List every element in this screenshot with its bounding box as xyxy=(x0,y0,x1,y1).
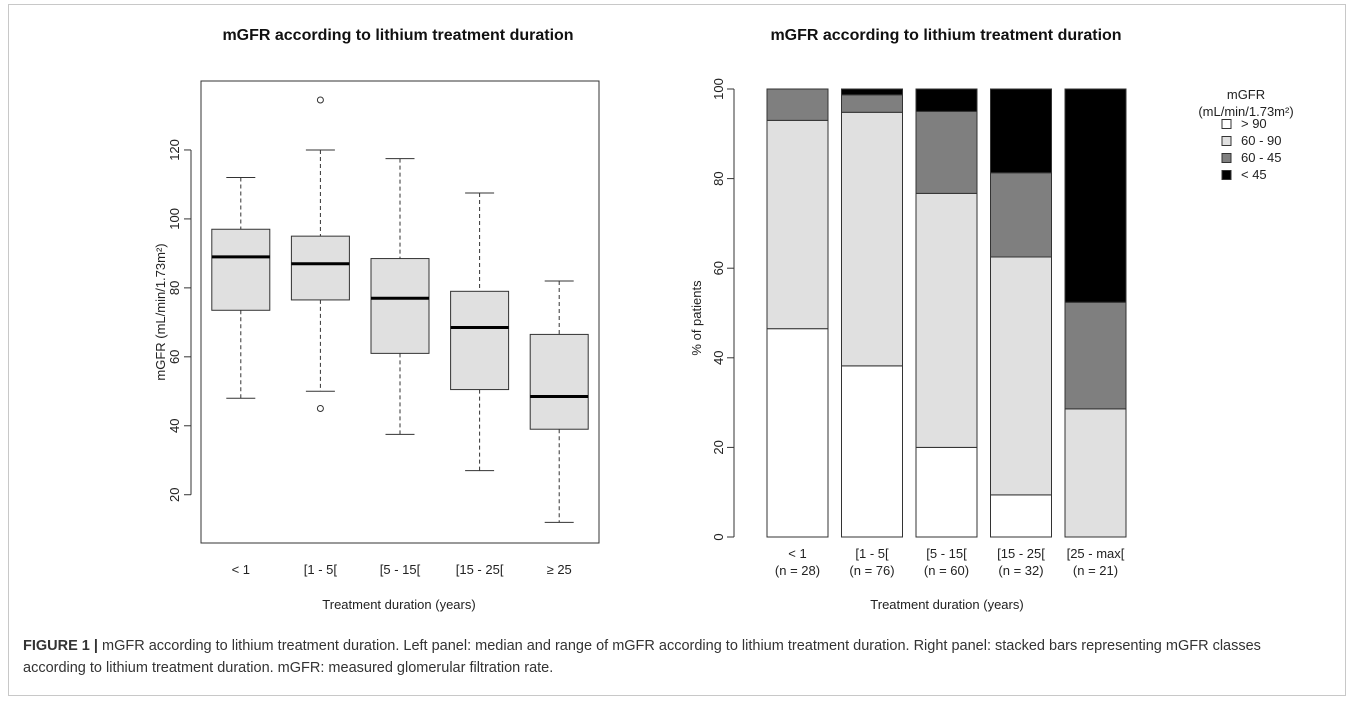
left-x-tick-label: [1 - 5[ xyxy=(304,562,338,577)
right-y-tick-label: 20 xyxy=(711,440,726,454)
right-x-tick-label: [1 - 5[ xyxy=(855,546,889,561)
left-x-tick-label: < 1 xyxy=(232,562,250,577)
left-chart-title: mGFR according to lithium treatment dura… xyxy=(222,27,573,44)
right-y-tick-label: 60 xyxy=(711,261,726,275)
left-boxes xyxy=(211,96,589,523)
box-iqr xyxy=(370,258,430,354)
left-x-tick-label: [15 - 25[ xyxy=(456,562,504,577)
figure-caption: FIGURE 1 | mGFR according to lithium tre… xyxy=(23,635,1323,679)
right-y-tick-label: 40 xyxy=(711,351,726,365)
right-x-tick-label: [5 - 15[ xyxy=(926,546,967,561)
box-outlier xyxy=(316,405,324,413)
legend-swatch xyxy=(1221,170,1232,180)
left-y-tick-label: 60 xyxy=(167,350,182,364)
caption-label: FIGURE 1 | xyxy=(23,638,98,654)
bar-segment xyxy=(1064,301,1127,410)
figure-panel: mGFR according to lithium treatment dura… xyxy=(8,4,1346,696)
right-x-tick-label: [15 - 25[ xyxy=(997,546,1045,561)
right-x-axis-label: Treatment duration (years) xyxy=(870,597,1023,612)
right-x-count-label: (n = 28) xyxy=(775,563,820,578)
left-x-tick-label: [5 - 15[ xyxy=(380,562,421,577)
boxplot-chart: mGFR according to lithium treatment dura… xyxy=(153,27,600,612)
left-y-axis-label: mGFR (mL/min/1.73m²) xyxy=(153,243,168,380)
right-y-axis: 0 20 40 60 80 100 xyxy=(711,78,735,541)
right-x-count-label: (n = 21) xyxy=(1073,563,1118,578)
bar-segment xyxy=(915,192,978,448)
bar-segment xyxy=(766,88,829,121)
left-y-tick-label: 80 xyxy=(167,281,182,295)
left-x-tick-label: ≥ 25 xyxy=(547,562,572,577)
right-legend: mGFR (mL/min/1.73m²) > 90 60 - 90 60 - 45 <… xyxy=(1198,87,1293,182)
bar-segment xyxy=(915,446,978,538)
bar-segment xyxy=(1064,408,1127,538)
right-y-tick-label: 0 xyxy=(711,533,726,540)
legend-title-line2: (mL/min/1.73m²) xyxy=(1198,104,1293,119)
legend-swatch xyxy=(1221,153,1232,163)
bar-segment xyxy=(841,365,903,538)
right-x-count-label: (n = 60) xyxy=(924,563,969,578)
bar-segment xyxy=(1064,88,1127,303)
left-y-tick-label: 100 xyxy=(167,208,182,230)
bar-segment xyxy=(841,111,903,367)
box-iqr xyxy=(450,290,510,391)
box-iqr xyxy=(211,228,271,311)
box-outlier xyxy=(316,96,324,104)
left-x-axis-label: Treatment duration (years) xyxy=(322,597,475,612)
legend-swatch xyxy=(1221,119,1232,129)
left-y-tick-label: 40 xyxy=(167,419,182,433)
bar-segment xyxy=(990,88,1052,174)
left-y-tick-label: 120 xyxy=(167,139,182,161)
figure-charts: mGFR according to lithium treatment dura… xyxy=(153,27,1294,612)
right-chart-title: mGFR according to lithium treatment dura… xyxy=(770,27,1121,44)
bar-segment xyxy=(990,256,1052,496)
right-y-tick-label: 80 xyxy=(711,171,726,185)
right-bars xyxy=(766,88,1127,538)
legend-label: < 45 xyxy=(1241,167,1267,182)
box-iqr xyxy=(290,235,350,301)
bar-segment xyxy=(915,110,978,194)
right-x-tick-labels: < 1 (n = 28) [1 - 5[ (n = 76) [5 - 15[ (n = 6… xyxy=(775,546,1125,578)
legend-items: > 90 60 - 90 60 - 45 < 45 xyxy=(1221,116,1281,182)
bar-segment xyxy=(841,94,903,113)
left-y-tick-label: 20 xyxy=(167,487,182,501)
bar-segment xyxy=(990,172,1052,258)
right-y-axis-label: % of patients xyxy=(689,280,704,356)
bar-segment xyxy=(841,88,903,96)
left-plot-frame xyxy=(200,80,600,544)
caption-text: mGFR according to lithium treatment dura… xyxy=(23,638,1261,676)
stacked-bar-chart: mGFR according to lithium treatment dura… xyxy=(689,27,1294,612)
legend-label: 60 - 45 xyxy=(1241,150,1281,165)
legend-title-line1: mGFR xyxy=(1227,87,1265,102)
bar-segment xyxy=(766,328,829,538)
left-x-tick-labels: < 1 [1 - 5[ [5 - 15[ [15 - 25[ ≥ 25 xyxy=(232,562,572,577)
legend-label: > 90 xyxy=(1241,116,1267,131)
right-x-tick-label: < 1 xyxy=(788,546,806,561)
box-iqr xyxy=(529,333,589,430)
right-y-tick-label: 100 xyxy=(711,78,726,100)
bar-segment xyxy=(766,119,829,330)
right-x-tick-label: [25 - max[ xyxy=(1067,546,1125,561)
right-x-count-label: (n = 76) xyxy=(849,563,894,578)
bar-segment xyxy=(915,88,978,112)
legend-label: 60 - 90 xyxy=(1241,133,1281,148)
right-x-count-label: (n = 32) xyxy=(998,563,1043,578)
bar-segment xyxy=(990,494,1052,538)
legend-swatch xyxy=(1221,136,1232,146)
left-y-axis: 20 40 60 80 100 120 xyxy=(167,139,192,502)
